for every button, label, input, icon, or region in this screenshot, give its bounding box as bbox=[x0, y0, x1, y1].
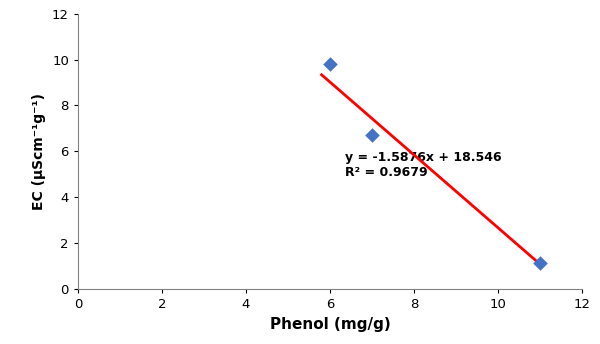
Y-axis label: EC (μScm⁻¹g⁻¹): EC (μScm⁻¹g⁻¹) bbox=[32, 93, 46, 210]
Point bbox=[535, 260, 545, 266]
X-axis label: Phenol (mg/g): Phenol (mg/g) bbox=[269, 316, 391, 332]
Text: y = -1.5876x + 18.546
R² = 0.9679: y = -1.5876x + 18.546 R² = 0.9679 bbox=[344, 151, 502, 179]
Point bbox=[325, 61, 335, 66]
Point bbox=[367, 132, 377, 137]
